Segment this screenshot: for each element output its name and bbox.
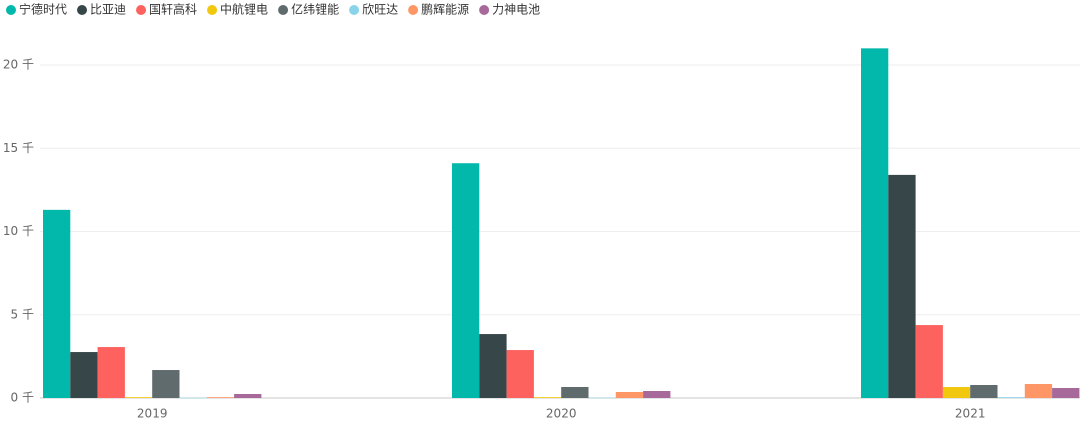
legend-marker [408,5,419,15]
bar [533,397,562,398]
y-tick-label: 0 千 [11,391,34,405]
legend-marker [207,5,218,15]
legend-marker [77,5,88,15]
legend-marker [479,5,490,15]
bar [588,397,616,399]
bar [43,209,71,398]
bar [615,392,644,398]
y-tick-label: 15 千 [3,141,34,155]
bar [861,48,889,398]
bar [97,347,125,398]
legend: 宁德时代 比亚迪 国轩高科 中航锂电 亿纬锂能 欣旺达 鹏辉能源 力神电池 [6,2,540,17]
bar [888,174,916,398]
legend-label: 力神电池 [492,3,540,17]
legend-label: 欣旺达 [362,3,398,17]
legend-label: 鹏辉能源 [421,3,469,17]
bar [452,163,480,398]
legend-label: 国轩高科 [149,2,197,17]
bar [643,391,671,398]
x-tick-label: 2019 [137,407,168,421]
bar [915,325,943,398]
legend-marker [136,5,147,15]
legend-marker [6,5,16,15]
bar [1024,384,1053,398]
bar [997,397,1025,398]
bar [124,397,153,398]
legend-label: 宁德时代 [19,2,67,17]
bar [152,370,180,398]
bar [479,334,507,398]
y-tick-label: 5 千 [11,307,34,321]
bar [970,385,998,398]
x-tick-label: 2021 [955,407,986,421]
legend-label: 中航锂电 [220,2,268,17]
bar [70,352,98,398]
x-tick-label: 2020 [546,407,577,421]
bar [179,397,207,399]
y-tick-label: 10 千 [3,224,34,238]
bar [942,387,971,398]
legend-marker [349,5,360,15]
legend-label: 比亚迪 [90,3,126,17]
y-tick-label: 20 千 [3,58,34,72]
bar [1052,388,1080,398]
legend-marker [278,5,289,15]
bar [506,350,534,398]
bar [206,397,235,398]
bar [234,394,262,398]
legend-label: 亿纬锂能 [291,2,339,17]
bar [561,387,589,398]
